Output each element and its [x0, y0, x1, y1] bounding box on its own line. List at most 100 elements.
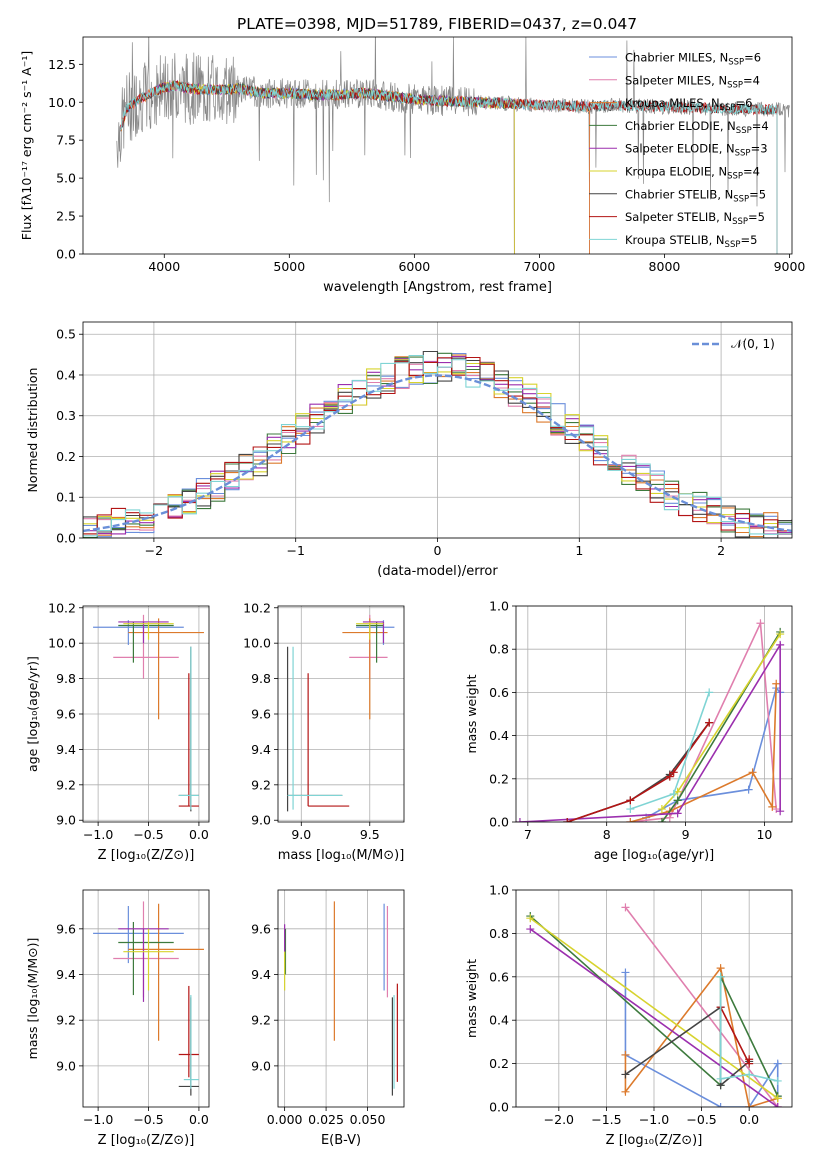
- grid: [83, 890, 209, 1107]
- y-axis-label: age [log₁₀(age/yr)]: [25, 656, 40, 772]
- panel-mass-Z: −1.0 −0.5 0.0 9.0 9.2 9.4 9.6 Z [log₁₀(Z/Z⊙)] ma…: [25, 889, 210, 1148]
- series-line: [624, 906, 779, 1107]
- series-line: [645, 686, 781, 819]
- y-tick-label: 9.0: [56, 1058, 76, 1073]
- x-tick-label: 0: [434, 543, 442, 558]
- y-axis-label: mass weight: [464, 674, 479, 753]
- plot-area: [83, 350, 792, 538]
- data-spectrum: [116, 37, 790, 207]
- x-tick-label: 9.5: [360, 827, 380, 842]
- series-marker: [621, 1070, 630, 1079]
- x-axis-label: wavelength [Angstrom, rest frame]: [323, 280, 552, 295]
- panel-residuals: −2 −1 0 1 2 0.0 0.1 0.2 0.3 0.4 0.5 (data-model)/er…: [25, 321, 793, 579]
- series-marker: [526, 914, 535, 923]
- legend-label: 𝒩(0, 1): [731, 337, 775, 351]
- y-tick-label: 10.0: [48, 95, 76, 110]
- x-axis-label: Z [log₁₀(Z/Z⊙)]: [98, 848, 195, 863]
- series-marker: [745, 1103, 754, 1107]
- x-axis-label: (data-model)/error: [377, 564, 498, 579]
- y-tick-label: 0.2: [489, 771, 509, 786]
- x-tick-label: 1: [575, 543, 583, 558]
- legend-label: Kroupa ELODIE, NSSP=4: [625, 165, 760, 182]
- y-tick-label: 0.4: [56, 367, 76, 382]
- y-tick-label: 12.5: [48, 57, 76, 72]
- grid: [83, 606, 209, 822]
- axes-frame: [82, 605, 210, 823]
- y-tick-label: 9.2: [251, 777, 271, 792]
- x-tick-label: 0.000: [267, 1112, 303, 1127]
- series-marker: [772, 679, 781, 688]
- series-marker: [669, 768, 678, 777]
- axes-frame: [515, 605, 793, 823]
- series-marker: [716, 1074, 725, 1083]
- normal-curve: [83, 374, 792, 533]
- residual-histogram: [83, 356, 792, 535]
- series-marker: [776, 807, 785, 816]
- plot-area: [284, 901, 398, 1096]
- y-tick-label: 1.0: [489, 599, 509, 614]
- x-tick-label: 2: [717, 543, 725, 558]
- series-marker: [773, 1059, 782, 1068]
- panel-age-Z: −1.0 −0.5 0.0 9.0 9.2 9.4 9.6 9.8 10.0 10.2 Z [log…: [25, 600, 210, 863]
- y-tick-label: 0.4: [489, 1013, 509, 1028]
- x-tick-label: −1.0: [83, 1112, 113, 1127]
- legend-label: Chabrier ELODIE, NSSP=4: [625, 119, 769, 136]
- y-tick-label: 10.2: [243, 600, 271, 615]
- legend-label: Salpeter STELIB, NSSP=5: [625, 210, 765, 227]
- y-tick-label: 0.0: [489, 1100, 509, 1115]
- y-tick-label: 9.4: [251, 742, 271, 757]
- x-tick-label: 7000: [524, 259, 556, 274]
- series-marker: [657, 805, 666, 814]
- y-tick-label: 9.2: [251, 1013, 271, 1028]
- y-axis-label: mass weight: [464, 959, 479, 1038]
- y-tick-label: 9.6: [251, 921, 271, 936]
- y-tick-label: 0.2: [489, 1056, 509, 1071]
- series-marker: [705, 718, 714, 727]
- grid: [278, 606, 404, 822]
- y-axis-label: Normed distribution: [25, 368, 40, 493]
- y-tick-label: 9.2: [56, 1013, 76, 1028]
- plot-area: [286, 614, 395, 812]
- axes-frame: [515, 889, 793, 1108]
- x-tick-label: 6000: [398, 259, 430, 274]
- axes-frame: [82, 321, 793, 539]
- y-tick-label: 2.5: [56, 209, 76, 224]
- series-marker: [776, 630, 785, 639]
- x-tick-label: 0.0: [189, 827, 209, 842]
- legend-label: Salpeter MILES, NSSP=4: [625, 73, 760, 90]
- y-tick-label: 9.4: [251, 967, 271, 982]
- y-tick-label: 0.8: [489, 642, 509, 657]
- legend-label: Chabrier STELIB, NSSP=5: [625, 187, 766, 204]
- y-axis-label: Flux [fλ10⁻¹⁷ erg cm⁻² s⁻¹ A⁻¹]: [19, 51, 34, 240]
- series-marker: [621, 1050, 630, 1059]
- legend: 𝒩(0, 1): [692, 337, 775, 351]
- x-tick-label: −1.0: [639, 1112, 669, 1127]
- series-line: [630, 692, 710, 810]
- series-marker: [526, 925, 535, 934]
- series-marker: [673, 809, 682, 818]
- series-line: [661, 633, 781, 810]
- series-marker: [745, 1055, 754, 1064]
- plot-area: [526, 903, 782, 1107]
- legend-label: Salpeter ELODIE, NSSP=3: [625, 142, 768, 159]
- x-axis-label: Z [log₁₀(Z/Z⊙)]: [98, 1133, 195, 1148]
- y-tick-label: 0.6: [489, 685, 509, 700]
- x-tick-label: −1: [286, 543, 304, 558]
- y-tick-label: 9.0: [251, 1058, 271, 1073]
- y-tick-label: 9.4: [56, 742, 76, 757]
- x-tick-label: 0.050: [350, 1112, 386, 1127]
- series-marker: [626, 805, 635, 814]
- series-marker: [621, 903, 630, 912]
- axes-frame: [277, 889, 405, 1108]
- grid: [278, 890, 404, 1107]
- series-line: [519, 642, 781, 822]
- panel-mw-age: 7 8 9 10 0.0 0.2 0.4 0.6 0.8 1.0 age [log₁₀(age/yr…: [464, 599, 793, 863]
- x-tick-label: 9: [682, 827, 690, 842]
- plot-area: [93, 901, 204, 1096]
- x-tick-label: 7: [524, 827, 532, 842]
- x-axis-label: age [log₁₀(age/yr)]: [594, 848, 715, 863]
- x-tick-label: −0.5: [686, 1112, 716, 1127]
- y-tick-label: 0.8: [489, 926, 509, 941]
- series-marker: [772, 805, 781, 814]
